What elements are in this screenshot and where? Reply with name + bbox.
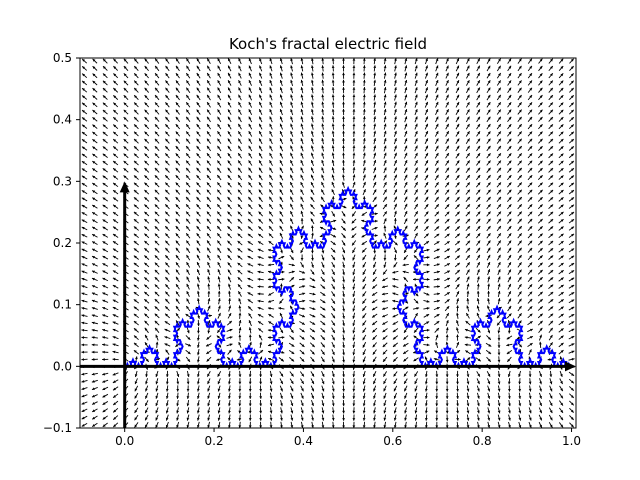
y-tick-label: 0.1 — [53, 298, 72, 312]
x-axis-arrow — [80, 361, 576, 372]
plot-frame — [79, 57, 577, 429]
y-axis: −0.1 0.0 0.1 0.2 0.3 0.4 0.5 — [43, 51, 80, 435]
y-tick-label: 0.5 — [53, 51, 72, 65]
koch-curve — [124, 185, 572, 368]
x-tick-label: 0.8 — [473, 434, 492, 448]
y-tick-label: 0.3 — [53, 174, 72, 188]
x-tick-label: 0.4 — [294, 434, 313, 448]
y-axis-arrow — [119, 181, 130, 428]
vector-field — [81, 57, 575, 429]
y-tick-label: −0.1 — [43, 421, 72, 435]
x-tick-label: 0.0 — [115, 434, 134, 448]
x-tick-label: 0.2 — [205, 434, 224, 448]
x-tick-label: 1.0 — [562, 434, 581, 448]
y-tick-label: 0.0 — [53, 359, 72, 373]
koch-curve-layer — [124, 185, 572, 368]
axis-arrows — [80, 181, 576, 428]
chart-title: Koch's fractal electric field — [229, 35, 427, 53]
y-tick-label: 0.4 — [53, 113, 72, 127]
y-tick-label: 0.2 — [53, 236, 72, 250]
x-tick-label: 0.6 — [383, 434, 402, 448]
x-axis: 0.0 0.2 0.4 0.6 0.8 1.0 — [115, 428, 581, 448]
